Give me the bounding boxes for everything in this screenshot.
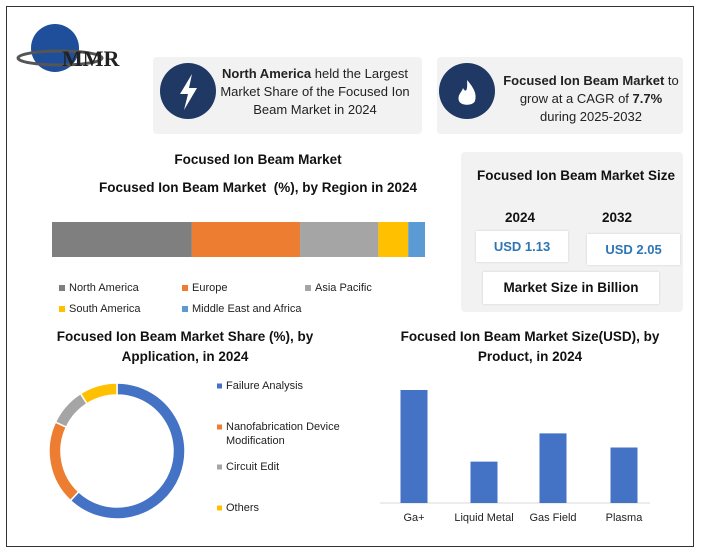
bar-segment — [408, 222, 425, 257]
logo-globe — [31, 24, 79, 72]
highlight-text: North America — [222, 66, 312, 81]
bar — [610, 447, 638, 503]
highlight-text: held the Largest Market Share of the Foc… — [220, 66, 414, 117]
flame-icon — [458, 80, 476, 105]
chart-title: Focused Ion Beam Market — [174, 152, 342, 167]
x-tick-label: Ga+ — [403, 512, 424, 524]
size-value: USD 1.13 — [476, 231, 568, 262]
legend-label: Middle East and Africa — [192, 303, 302, 315]
chart-title: Focused Ion Beam Market Size(USD), by Pr… — [400, 329, 660, 364]
logo-text: MMR — [62, 46, 121, 71]
bar-segment — [300, 222, 379, 257]
size-value: USD 2.05 — [587, 234, 680, 265]
bar — [470, 461, 498, 503]
logo-ring — [16, 49, 104, 67]
highlight-text: to grow at a CAGR of — [519, 73, 683, 106]
legend-label: Europe — [192, 282, 227, 294]
size-footer: Market Size in Billion — [483, 272, 659, 304]
legend-swatch — [305, 285, 311, 291]
legend-label: Circuit Edit — [226, 461, 280, 473]
donut-slice — [79, 382, 118, 405]
year: 2024 — [504, 210, 536, 225]
bar-segment — [378, 222, 409, 257]
legend-swatch — [59, 306, 65, 312]
legend-label: Others — [226, 502, 260, 514]
highlight-box — [153, 57, 422, 134]
legend-label: North America — [69, 282, 140, 294]
legend-swatch — [217, 464, 222, 470]
donut-slice — [54, 392, 89, 429]
bar — [539, 433, 567, 503]
legend-swatch — [59, 285, 65, 291]
donut-slice — [48, 421, 80, 502]
chart-title: Focused Ion Beam Market Share (%), by Ap… — [56, 329, 314, 364]
highlight-text: during 2025-2032 — [540, 91, 666, 124]
chart-subtitle: Focused Ion Beam Market (%), by Region i… — [98, 180, 418, 195]
legend-swatch — [217, 383, 222, 389]
legend-swatch — [182, 285, 188, 291]
legend-label: Asia Pacific — [315, 282, 372, 294]
x-tick-label: Plasma — [606, 512, 644, 524]
x-tick-label: Gas Field — [529, 512, 576, 524]
highlight-text: Focused Ion Beam Market — [503, 73, 665, 88]
frame — [6, 6, 694, 547]
highlight-box — [437, 57, 683, 134]
bar — [400, 390, 428, 503]
bar-segment — [191, 222, 301, 257]
bolt-icon — [180, 74, 197, 110]
size-title: Focused Ion Beam Market Size — [476, 168, 676, 183]
legend-swatch — [217, 424, 222, 430]
highlight-text: 7.7% — [632, 91, 663, 106]
x-tick-label: Liquid Metal — [454, 512, 513, 524]
legend-label: Failure Analysis — [226, 380, 304, 392]
legend-swatch — [182, 306, 188, 312]
legend-swatch — [217, 505, 222, 511]
legend-label: South America — [69, 303, 141, 315]
bar-segment — [52, 222, 192, 257]
legend-label: Nanofabrication Device Modification — [226, 421, 340, 447]
year: 2032 — [601, 210, 633, 225]
highlight: Focused Ion Beam Market to grow at a CAG… — [500, 72, 682, 126]
highlight: North America held the Largest Market Sh… — [212, 65, 418, 119]
